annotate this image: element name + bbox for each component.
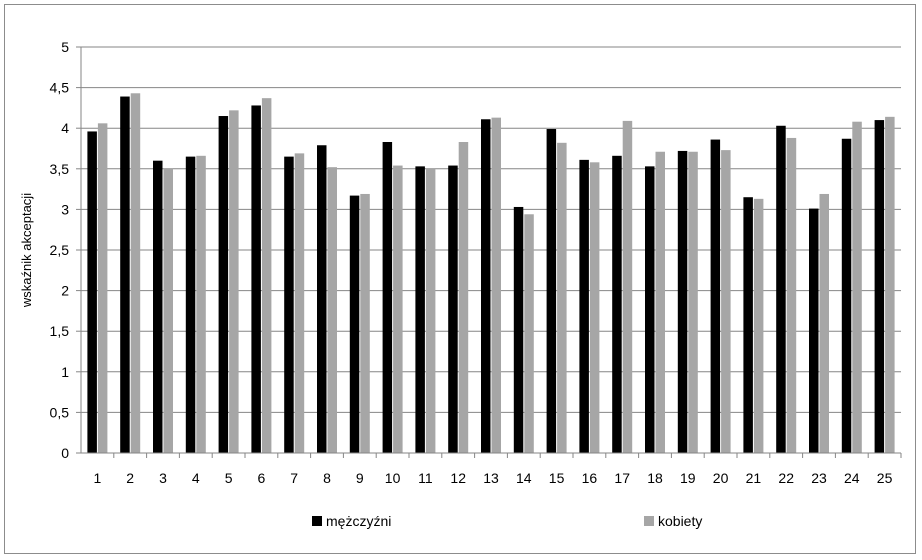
bar-series-1-25 bbox=[874, 120, 885, 453]
bar-series-1-24 bbox=[841, 138, 852, 454]
x-tick-label: 22 bbox=[778, 470, 794, 486]
x-tick-label: 2 bbox=[126, 470, 134, 486]
bar-series-2-14 bbox=[524, 214, 534, 453]
bar-series-2-13 bbox=[491, 117, 501, 454]
x-tick-label: 21 bbox=[746, 470, 762, 486]
bar-series-1-19 bbox=[677, 150, 688, 453]
bar-series-2-4 bbox=[196, 155, 206, 454]
bar-series-1-9 bbox=[349, 195, 360, 453]
x-tick-label: 20 bbox=[713, 470, 729, 486]
bar-series-1-21 bbox=[743, 197, 753, 453]
x-tick-label: 10 bbox=[385, 470, 401, 486]
bar-series-1-15 bbox=[546, 129, 557, 453]
bar-series-2-6 bbox=[261, 98, 272, 453]
bar-series-2-25 bbox=[885, 116, 895, 453]
bar-series-2-3 bbox=[163, 168, 173, 454]
y-tick-label: 1 bbox=[61, 364, 69, 380]
bar-series-2-5 bbox=[229, 110, 239, 453]
x-tick-label: 7 bbox=[290, 470, 298, 486]
bar-series-1-2 bbox=[120, 96, 130, 454]
bar-series-2-10 bbox=[393, 165, 403, 453]
bar-series-1-5 bbox=[218, 116, 229, 454]
bar-series-2-7 bbox=[294, 153, 305, 453]
bar-series-1-14 bbox=[513, 206, 524, 453]
x-tick-label: 24 bbox=[844, 470, 860, 486]
bar-series-1-4 bbox=[185, 156, 196, 453]
bar-series-1-7 bbox=[284, 156, 294, 453]
legend-label-1: mężczyźni bbox=[326, 513, 391, 529]
x-tick-label: 6 bbox=[258, 470, 266, 486]
y-tick-label: 4,5 bbox=[50, 80, 70, 96]
y-tick-label: 4 bbox=[61, 120, 69, 136]
x-tick-label: 8 bbox=[323, 470, 331, 486]
bar-series-1-11 bbox=[415, 166, 425, 453]
bar-series-2-19 bbox=[688, 151, 698, 454]
bar-series-2-17 bbox=[622, 120, 633, 453]
bar-series-2-9 bbox=[360, 193, 370, 454]
x-tick-label: 14 bbox=[516, 470, 532, 486]
x-tick-label: 25 bbox=[877, 470, 893, 486]
y-axis-title: wskaźnik akceptacji bbox=[19, 193, 34, 308]
bar-series-1-3 bbox=[153, 160, 163, 453]
x-tick-label: 16 bbox=[582, 470, 598, 486]
y-tick-labels: 0 0,5 1 1,5 2 2,5 3 3,5 4 4,5 5 bbox=[50, 39, 70, 461]
legend: mężczyźni kobiety bbox=[312, 513, 702, 529]
x-tick-label: 12 bbox=[450, 470, 466, 486]
bar-series-2-24 bbox=[852, 121, 862, 453]
y-tick-label: 2 bbox=[61, 283, 69, 299]
bar-series-1-22 bbox=[776, 125, 786, 453]
x-tick-label: 3 bbox=[159, 470, 167, 486]
bar-series-1-20 bbox=[710, 139, 721, 453]
bars bbox=[87, 93, 895, 454]
axes bbox=[76, 46, 902, 458]
x-tick-label: 13 bbox=[483, 470, 499, 486]
legend-swatch-1 bbox=[312, 516, 322, 526]
bar-series-1-13 bbox=[481, 119, 491, 453]
bar-series-1-1 bbox=[87, 131, 97, 453]
x-tick-label: 5 bbox=[225, 470, 233, 486]
bar-series-2-12 bbox=[458, 142, 469, 453]
bar-series-1-6 bbox=[251, 105, 261, 454]
bar-series-2-21 bbox=[753, 198, 764, 453]
bar-chart: 00,511,522,533,544,55 1 2 3 4 5 6 7 8 9 10 11 12 13 1… bbox=[19, 39, 902, 529]
x-tick-label: 17 bbox=[614, 470, 630, 486]
y-tick-label: 1,5 bbox=[50, 323, 70, 339]
bar-series-1-23 bbox=[809, 208, 819, 453]
bar-series-1-16 bbox=[579, 159, 589, 454]
y-tick-label: 3,5 bbox=[50, 161, 70, 177]
bar-series-2-1 bbox=[97, 123, 108, 453]
y-tick-label: 5 bbox=[61, 39, 69, 55]
bar-series-2-20 bbox=[721, 150, 731, 453]
y-tick-label: 2,5 bbox=[50, 242, 70, 258]
bar-series-2-15 bbox=[557, 142, 567, 454]
x-tick-label: 1 bbox=[94, 470, 102, 486]
bar-series-2-18 bbox=[655, 151, 665, 454]
bar-series-2-16 bbox=[589, 162, 600, 453]
bar-series-1-10 bbox=[382, 142, 393, 453]
x-tick-label: 9 bbox=[356, 470, 364, 486]
x-tick-label: 18 bbox=[647, 470, 663, 486]
x-tick-label: 23 bbox=[811, 470, 827, 486]
y-tick-label: 0,5 bbox=[50, 404, 70, 420]
x-tick-label: 4 bbox=[192, 470, 200, 486]
bar-series-1-18 bbox=[645, 166, 655, 453]
chart-frame: 0 0,5 1 1,5 2 2,5 3 3,5 4 4,5 5 1 2 3 4 5 6 7 8 9 10 11 12 13 1… bbox=[4, 4, 916, 554]
bar-series-2-8 bbox=[327, 167, 337, 453]
legend-label-2: kobiety bbox=[658, 513, 702, 529]
x-tick-labels: 1 2 3 4 5 6 7 8 9 10 11 12 13 14 15 16 17 18 19 20 21 22 23 24 2… bbox=[94, 470, 893, 486]
bar-series-1-12 bbox=[448, 165, 458, 453]
y-tick-label: 0 bbox=[61, 445, 69, 461]
bar-series-1-8 bbox=[317, 145, 327, 453]
bar-series-1-17 bbox=[612, 155, 622, 454]
bar-series-2-22 bbox=[786, 137, 797, 453]
x-tick-label: 15 bbox=[549, 470, 565, 486]
gridlines bbox=[81, 46, 901, 413]
legend-swatch-2 bbox=[644, 516, 654, 526]
x-tick-label: 11 bbox=[418, 470, 433, 486]
x-tick-label: 19 bbox=[680, 470, 696, 486]
bar-series-2-11 bbox=[425, 168, 436, 454]
y-tick-label: 3 bbox=[61, 201, 69, 217]
bar-series-2-2 bbox=[130, 93, 141, 453]
bar-series-2-23 bbox=[819, 193, 829, 454]
